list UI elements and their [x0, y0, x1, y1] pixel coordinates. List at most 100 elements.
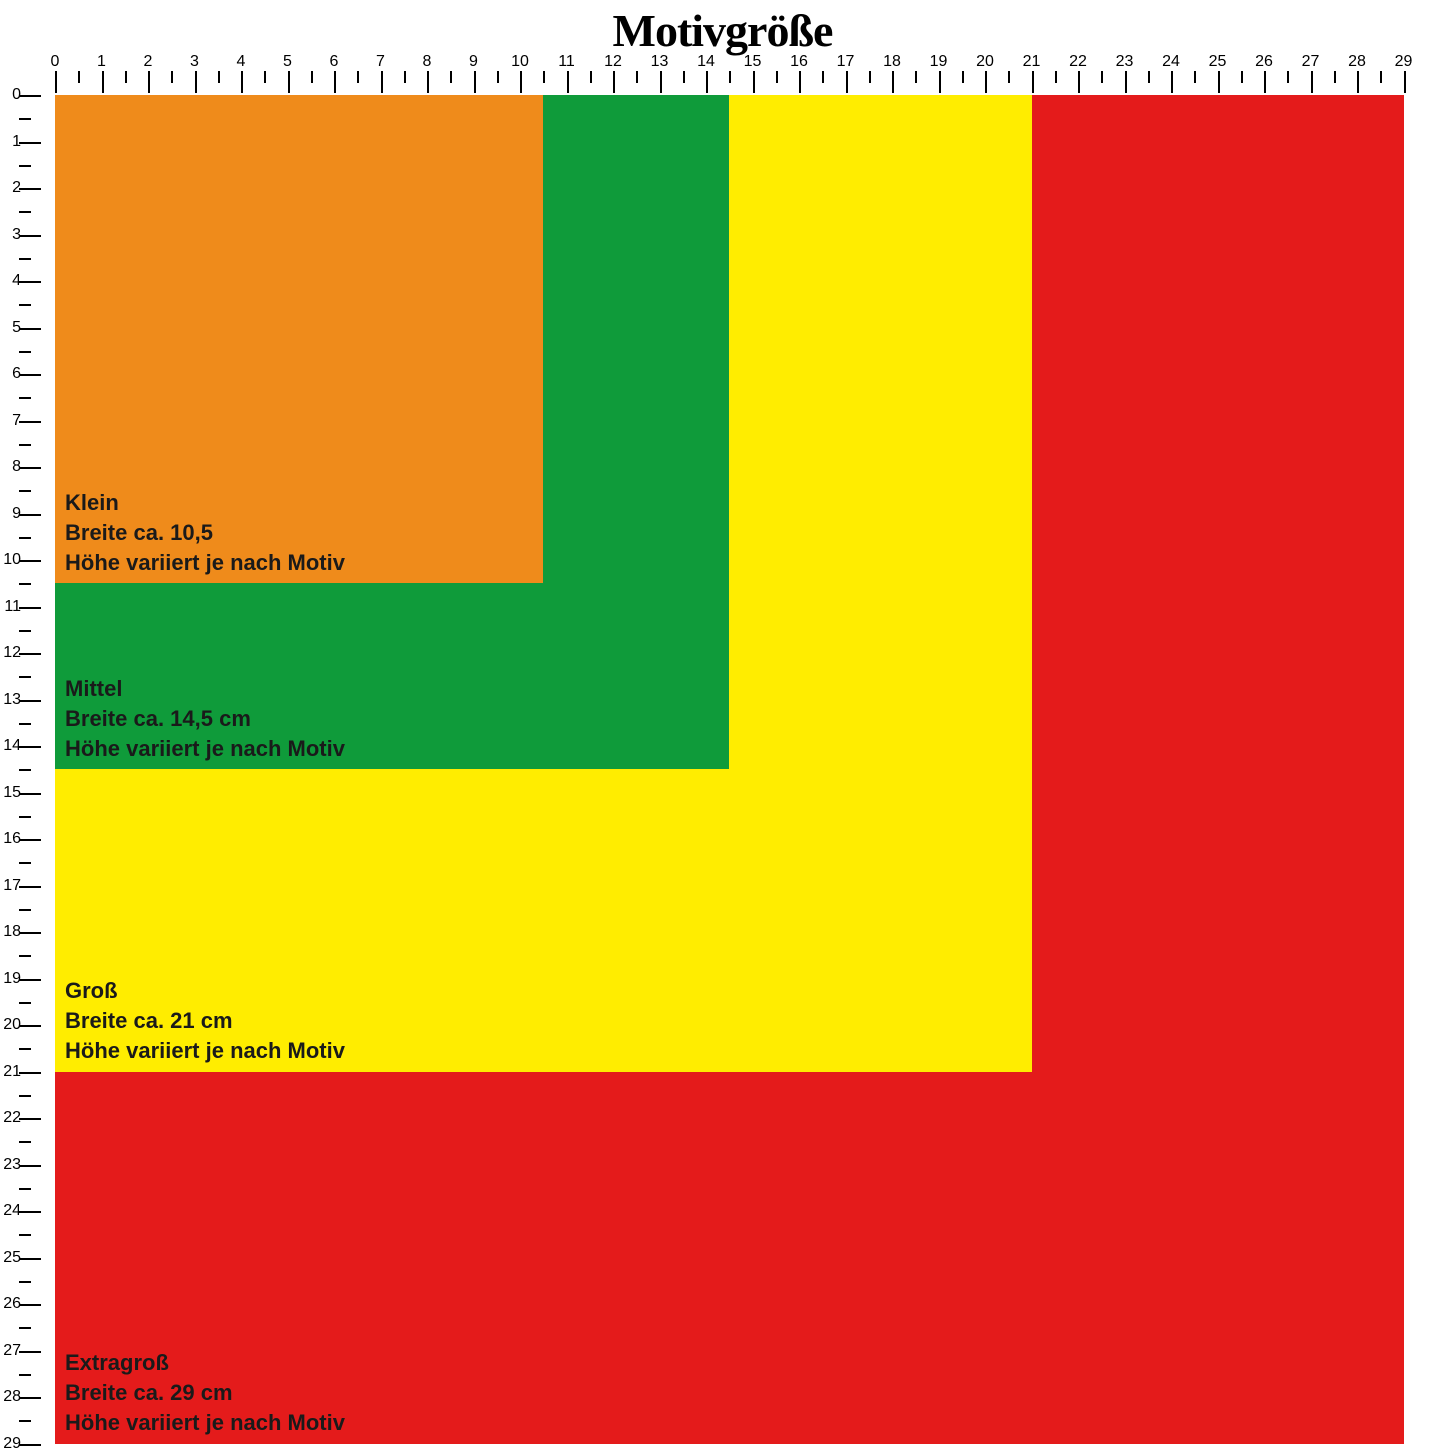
ruler-v-label: 13 — [1, 691, 21, 709]
ruler-v-tick-minor — [19, 258, 31, 260]
ruler-v-tick — [19, 607, 41, 609]
size-rect-label-title: Mittel — [65, 674, 345, 704]
ruler-v-label: 26 — [1, 1295, 21, 1313]
ruler-v-tick-minor — [19, 1048, 31, 1050]
ruler-h-label: 5 — [283, 53, 292, 71]
chart-title: Motivgröße — [0, 4, 1445, 57]
ruler-h-tick — [753, 71, 755, 93]
ruler-h-tick-minor — [636, 71, 638, 83]
ruler-v-label: 5 — [1, 319, 21, 337]
ruler-h-tick-minor — [1101, 71, 1103, 83]
ruler-v-tick-minor — [19, 816, 31, 818]
ruler-h-label: 4 — [237, 53, 246, 71]
ruler-v-tick — [19, 746, 41, 748]
ruler-h-label: 21 — [1023, 53, 1041, 71]
ruler-v-tick — [19, 1072, 41, 1074]
ruler-v-tick — [19, 1351, 41, 1353]
ruler-v-label: 3 — [1, 226, 21, 244]
ruler-v-tick-minor — [19, 955, 31, 957]
size-rect-label-height: Höhe variiert je nach Motiv — [65, 1408, 345, 1438]
size-rect-label-height: Höhe variiert je nach Motiv — [65, 734, 345, 764]
ruler-h-label: 2 — [144, 53, 153, 71]
ruler-v-tick-minor — [19, 1188, 31, 1190]
ruler-h-label: 3 — [190, 53, 199, 71]
ruler-h-tick-minor — [729, 71, 731, 83]
ruler-h-label: 18 — [883, 53, 901, 71]
ruler-v-tick-minor — [19, 862, 31, 864]
ruler-h-label: 13 — [651, 53, 669, 71]
ruler-v-tick-minor — [19, 1095, 31, 1097]
ruler-h-tick — [102, 71, 104, 93]
ruler-h-tick-minor — [776, 71, 778, 83]
ruler-h-tick — [939, 71, 941, 93]
ruler-h-tick-minor — [264, 71, 266, 83]
ruler-h-label: 27 — [1302, 53, 1320, 71]
ruler-h-tick-minor — [683, 71, 685, 83]
size-rect-label: ExtragroßBreite ca. 29 cmHöhe variiert j… — [65, 1348, 345, 1437]
ruler-v-label: 11 — [1, 598, 21, 616]
ruler-h-label: 23 — [1116, 53, 1134, 71]
ruler-v-tick-minor — [19, 118, 31, 120]
ruler-h-tick — [1032, 71, 1034, 93]
ruler-v-tick — [19, 1118, 41, 1120]
ruler-v-tick — [19, 374, 41, 376]
ruler-h-tick-minor — [1148, 71, 1150, 83]
ruler-v-label: 4 — [1, 272, 21, 290]
ruler-v-tick-minor — [19, 165, 31, 167]
ruler-v-label: 27 — [1, 1342, 21, 1360]
ruler-h-tick — [799, 71, 801, 93]
ruler-h-tick — [660, 71, 662, 93]
ruler-v-tick — [19, 188, 41, 190]
ruler-v-tick — [19, 560, 41, 562]
ruler-v-tick — [19, 235, 41, 237]
ruler-v-tick-minor — [19, 304, 31, 306]
ruler-v-tick-minor — [19, 1141, 31, 1143]
ruler-h-tick-minor — [497, 71, 499, 83]
ruler-v-tick-minor — [19, 723, 31, 725]
ruler-h-label: 26 — [1255, 53, 1273, 71]
ruler-h-tick — [148, 71, 150, 93]
ruler-h-tick — [520, 71, 522, 93]
ruler-v-tick — [19, 328, 41, 330]
ruler-h-tick — [1357, 71, 1359, 93]
ruler-h-tick-minor — [822, 71, 824, 83]
ruler-v-tick-minor — [19, 909, 31, 911]
ruler-v-tick-minor — [19, 1281, 31, 1283]
size-rect-label-width: Breite ca. 14,5 cm — [65, 704, 345, 734]
ruler-v-tick — [19, 839, 41, 841]
ruler-v-tick-minor — [19, 211, 31, 213]
ruler-h-label: 29 — [1395, 53, 1413, 71]
size-rect-label-width: Breite ca. 10,5 — [65, 518, 345, 548]
ruler-h-label: 8 — [423, 53, 432, 71]
ruler-h-tick-minor — [1287, 71, 1289, 83]
ruler-h-tick — [567, 71, 569, 93]
ruler-h-tick — [334, 71, 336, 93]
ruler-v-tick — [19, 653, 41, 655]
ruler-v-label: 23 — [1, 1156, 21, 1174]
ruler-h-tick — [985, 71, 987, 93]
ruler-h-label: 22 — [1069, 53, 1087, 71]
ruler-h-label: 6 — [330, 53, 339, 71]
ruler-v-tick — [19, 467, 41, 469]
ruler-v-tick — [19, 1304, 41, 1306]
size-chart: Motivgröße 01234567891011121314151617181… — [0, 0, 1445, 1445]
ruler-v-label: 18 — [1, 923, 21, 941]
ruler-v-tick-minor — [19, 1374, 31, 1376]
ruler-v-label: 25 — [1, 1249, 21, 1267]
ruler-v-tick — [19, 932, 41, 934]
ruler-v-label: 21 — [1, 1063, 21, 1081]
ruler-v-tick-minor — [19, 351, 31, 353]
ruler-v-tick-minor — [19, 1420, 31, 1422]
size-rect-label: MittelBreite ca. 14,5 cmHöhe variiert je… — [65, 674, 345, 763]
ruler-v-tick — [19, 281, 41, 283]
ruler-h-label: 7 — [376, 53, 385, 71]
ruler-v-label: 0 — [1, 86, 21, 104]
ruler-h-tick-minor — [1241, 71, 1243, 83]
ruler-h-tick-minor — [590, 71, 592, 83]
ruler-v-tick — [19, 421, 41, 423]
ruler-v-tick-minor — [19, 1002, 31, 1004]
ruler-v-tick — [19, 886, 41, 888]
ruler-h-label: 12 — [604, 53, 622, 71]
ruler-v-label: 2 — [1, 179, 21, 197]
ruler-h-tick-minor — [1008, 71, 1010, 83]
